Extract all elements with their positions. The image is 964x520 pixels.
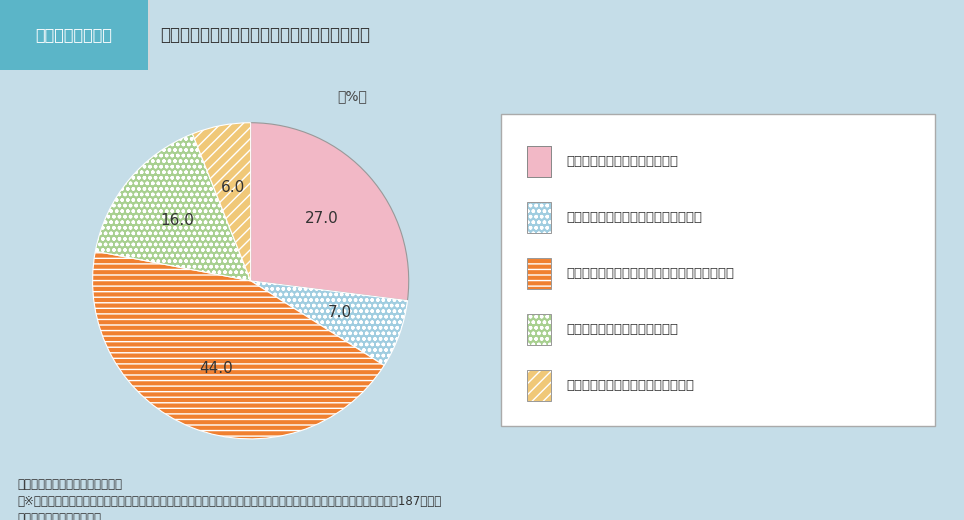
Bar bbox=[527, 370, 551, 401]
Wedge shape bbox=[95, 134, 251, 281]
Bar bbox=[527, 314, 551, 345]
Bar bbox=[527, 146, 551, 177]
Bar bbox=[527, 146, 551, 177]
Bar bbox=[527, 370, 551, 401]
Bar bbox=[148, 0, 150, 70]
Text: 44.0: 44.0 bbox=[199, 361, 232, 376]
Bar bbox=[527, 258, 551, 289]
Text: 16.0: 16.0 bbox=[161, 213, 195, 228]
Text: （%）: （%） bbox=[337, 89, 367, 103]
Wedge shape bbox=[93, 251, 384, 439]
Text: ※（公益財団法人）日本賃貸住宅管理協会の賃貸住宅管理業に携わる会員を対象にアンケート調査を実施（回答者数：187団体）: ※（公益財団法人）日本賃貸住宅管理協会の賃貸住宅管理業に携わる会員を対象にアンケ… bbox=[17, 495, 442, 508]
Text: 7.0: 7.0 bbox=[328, 305, 352, 320]
Text: 従前＊と変わらず拒否感が強い: 従前＊と変わらず拒否感が強い bbox=[567, 323, 679, 336]
Wedge shape bbox=[251, 123, 409, 301]
Text: 資料：令和３年度国土交通省調査: 資料：令和３年度国土交通省調査 bbox=[17, 478, 122, 491]
Bar bbox=[0, 0, 148, 70]
Text: 拒否感はあるものの従前＊より弱くなっている: 拒否感はあるものの従前＊より弱くなっている bbox=[567, 267, 735, 280]
Bar bbox=[527, 202, 551, 233]
Text: 従前＊と変わらず拒否感はない: 従前＊と変わらず拒否感はない bbox=[567, 155, 679, 167]
Bar bbox=[527, 258, 551, 289]
Wedge shape bbox=[251, 281, 408, 366]
Bar bbox=[527, 314, 551, 345]
Bar bbox=[527, 202, 551, 233]
Text: 高齢者の入居に関する賃貸人（大家等）の意識: 高齢者の入居に関する賃貸人（大家等）の意識 bbox=[160, 26, 370, 44]
Text: 6.0: 6.0 bbox=[221, 180, 245, 195]
Text: （注）＊５年前との比較: （注）＊５年前との比較 bbox=[17, 512, 101, 520]
Wedge shape bbox=[193, 123, 251, 281]
Text: 従前＊は拒否感があったが現在はない: 従前＊は拒否感があったが現在はない bbox=[567, 211, 703, 224]
Text: 27.0: 27.0 bbox=[305, 211, 338, 226]
Text: 従前＊より拒否感が強くなっている: 従前＊より拒否感が強くなっている bbox=[567, 380, 694, 392]
Text: 図１－２－４－４: 図１－２－４－４ bbox=[36, 28, 113, 43]
